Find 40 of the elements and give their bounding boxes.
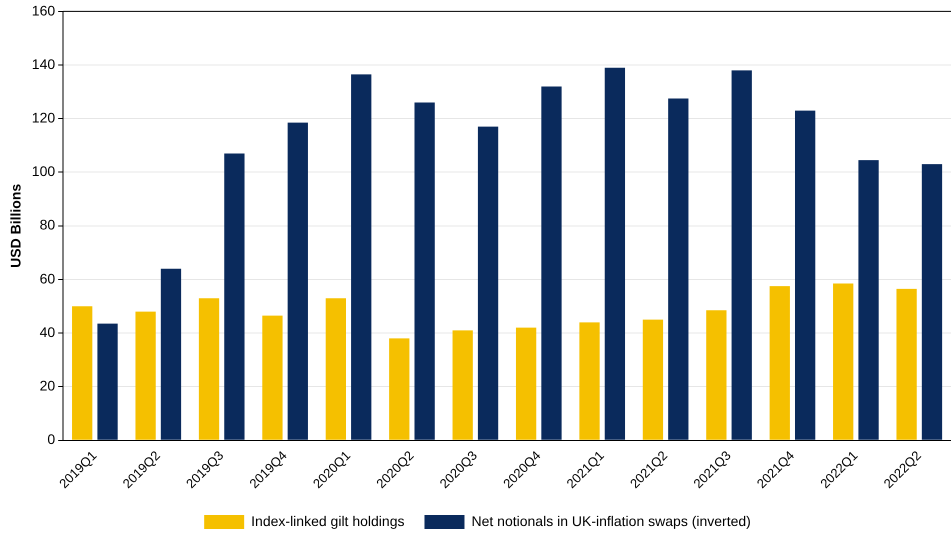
bar xyxy=(224,153,245,440)
y-tick-label: 160 xyxy=(32,2,56,18)
bar xyxy=(732,70,752,440)
bar xyxy=(794,110,816,440)
bar xyxy=(351,74,372,440)
bar xyxy=(604,68,626,440)
bar xyxy=(770,286,790,440)
bar xyxy=(389,338,410,440)
bar xyxy=(135,312,156,440)
legend-label: Net notionals in UK-inflation swaps (inverted) xyxy=(471,512,751,529)
y-tick-label: 100 xyxy=(32,163,56,180)
y-tick-label: 80 xyxy=(40,216,56,233)
bar xyxy=(326,298,346,440)
y-tick-label: 60 xyxy=(40,270,56,286)
legend-label: Index-linked gilt holdings xyxy=(251,512,404,529)
bar xyxy=(288,122,308,440)
y-axis-title: USD Billions xyxy=(7,184,24,268)
bar xyxy=(922,164,942,440)
bar xyxy=(579,322,600,440)
bar xyxy=(414,102,435,440)
bar xyxy=(160,268,182,440)
y-tick-label: 0 xyxy=(47,431,56,448)
bar xyxy=(198,298,220,440)
bar xyxy=(706,310,727,440)
bar xyxy=(516,328,536,440)
bar xyxy=(541,86,562,440)
bar xyxy=(97,324,118,440)
bar xyxy=(896,288,917,440)
bar xyxy=(452,330,473,440)
y-tick-label: 140 xyxy=(32,56,56,72)
bar xyxy=(833,283,854,440)
y-tick-label: 20 xyxy=(40,378,56,394)
bar xyxy=(858,160,879,440)
bar xyxy=(668,98,688,440)
bar xyxy=(262,316,283,440)
y-tick-label: 120 xyxy=(32,109,56,126)
bar xyxy=(72,306,92,440)
y-tick-label: 40 xyxy=(40,324,56,340)
bar xyxy=(642,320,664,440)
bar xyxy=(478,126,498,440)
